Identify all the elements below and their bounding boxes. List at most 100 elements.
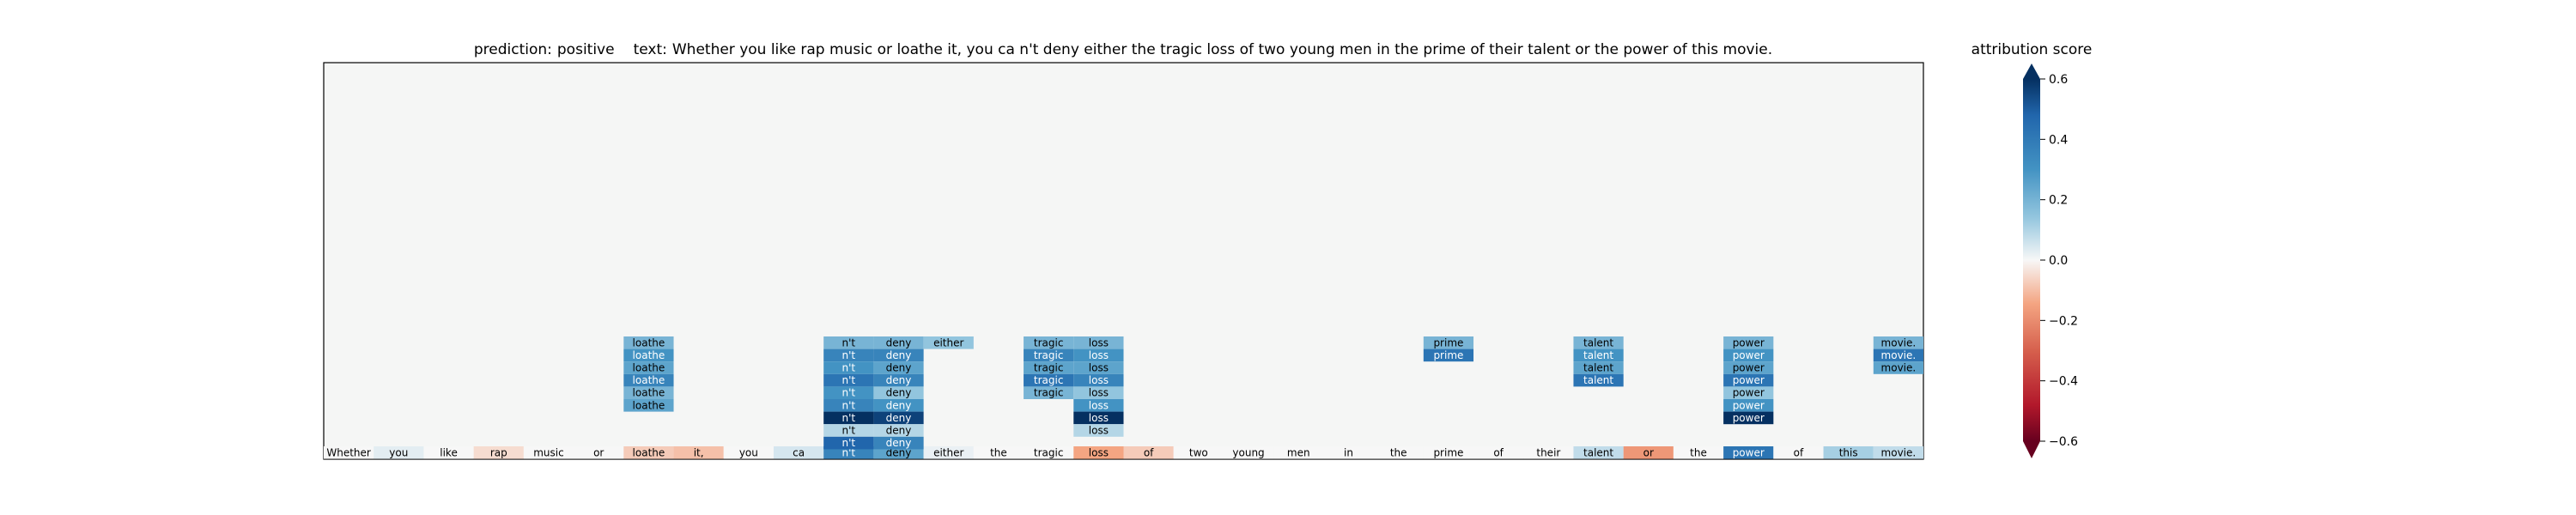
token-cell-label: of [1144, 446, 1154, 458]
token-cell: men [1273, 446, 1324, 459]
layer-cell-label: tragic [1034, 362, 1064, 374]
layer-cell-rect [1873, 361, 1923, 374]
token-cell: Whether [324, 446, 374, 459]
layer-cell: tragic [1024, 336, 1074, 349]
layer-cell-label: talent [1583, 349, 1613, 361]
layer-cell-label: tragic [1034, 374, 1064, 386]
layer-cell: talent [1573, 373, 1624, 387]
layer-cell-label: loathe [633, 362, 665, 374]
token-cell: power [1723, 446, 1774, 459]
layer-cell-rect [1073, 386, 1124, 399]
token-cell-label: loss [1089, 446, 1109, 458]
layer-cell-rect [823, 424, 874, 437]
layer-cell: movie. [1873, 336, 1923, 349]
layer-cell-label: prime [1433, 349, 1463, 361]
token-cell-rect [1573, 446, 1624, 459]
token-cell-label: of [1794, 446, 1804, 458]
layer-cell: talent [1573, 361, 1624, 374]
layer-cell-rect [623, 399, 674, 412]
token-cell-label: it, [694, 446, 704, 458]
layer-cell: deny [873, 436, 924, 450]
layer-cell-label: loss [1089, 399, 1109, 411]
heatmap-cells: Whether you like rap music or loathe it, you ca n'… [324, 336, 1923, 459]
prediction-label: prediction: [474, 41, 552, 58]
token-cell-label: you [389, 446, 408, 458]
layer-cell: loathe [623, 348, 674, 362]
text-label: text: [634, 41, 667, 58]
layer-cell-rect [823, 386, 874, 399]
layer-cell-rect [823, 436, 874, 450]
token-cell-label: or [1643, 446, 1654, 458]
layer-cell-rect [1024, 386, 1074, 399]
token-cell: either [923, 446, 974, 459]
layer-cell-label: loathe [633, 399, 665, 411]
layer-cell-label: deny [886, 336, 912, 348]
token-cell-rect [923, 446, 974, 459]
layer-cell-label: tragic [1034, 387, 1064, 399]
token-cell: the [1673, 446, 1724, 459]
layer-cell: loss [1073, 424, 1124, 437]
token-cell-rect [523, 446, 574, 459]
token-cell: in [1323, 446, 1374, 459]
layer-cell-label: deny [886, 425, 912, 437]
layer-cell-rect [1024, 361, 1074, 374]
layer-cell-rect [823, 361, 874, 374]
token-cell: the [1373, 446, 1424, 459]
token-cell: music [523, 446, 574, 459]
token-cell-label: power [1733, 446, 1765, 458]
layer-cell-label: tragic [1034, 336, 1064, 348]
layer-cell-rect [1073, 411, 1124, 425]
token-cell-label: in [1344, 446, 1353, 458]
token-cell-label: you [739, 446, 758, 458]
colorbar-ticks: 0.6 0.4 0.2 0.0 −0.2 −0.4 −0.6 [2040, 73, 2078, 449]
token-cell: you [723, 446, 774, 459]
layer-cell-rect [1423, 336, 1474, 349]
token-cell-rect [623, 446, 674, 459]
layer-cell-label: loss [1089, 362, 1109, 374]
layer-cell-rect [1024, 336, 1074, 349]
layer-cell-label: n't [841, 336, 855, 348]
token-cell-label: deny [886, 446, 912, 458]
token-cell: loathe [623, 446, 674, 459]
colorbar-tick-label: 0.0 [2049, 254, 2068, 268]
layer-cell-rect [1573, 336, 1624, 349]
layer-cell: deny [873, 373, 924, 387]
token-cell: deny [873, 446, 924, 459]
layer-cell-rect [823, 336, 874, 349]
colorbar-gradient [2023, 79, 2040, 441]
layer-cell-rect [623, 386, 674, 399]
layer-cell: loss [1073, 411, 1124, 425]
token-cell-rect [1623, 446, 1674, 459]
token-cell-rect [823, 446, 874, 459]
layer-cell-label: deny [886, 349, 912, 361]
colorbar-top-extend [2023, 64, 2040, 79]
layer-cell: tragic [1024, 386, 1074, 399]
token-cell-label: rap [490, 446, 507, 458]
layer-cell-rect [623, 336, 674, 349]
token-cell-rect [1173, 446, 1224, 459]
token-cell-rect [723, 446, 774, 459]
layer-cell-label: loss [1089, 374, 1109, 386]
layer-cell-rect [1024, 348, 1074, 362]
layer-cell: deny [873, 411, 924, 425]
layer-cell-rect [1723, 411, 1774, 425]
layer-cell-label: deny [886, 387, 912, 399]
layer-cell: power [1723, 361, 1774, 374]
layer-cell-label: deny [886, 412, 912, 424]
layer-cell: deny [873, 361, 924, 374]
token-cell: of [1123, 446, 1174, 459]
layer-cell: deny [873, 386, 924, 399]
layer-cell-rect [1873, 348, 1923, 362]
token-cell: n't [823, 446, 874, 459]
colorbar-tick-label: −0.2 [2049, 314, 2078, 328]
layer-cell-rect [823, 399, 874, 412]
layer-cell-rect [1024, 373, 1074, 387]
colorbar-label: attribution score [1971, 41, 2093, 58]
layer-cell: loathe [623, 373, 674, 387]
token-cell-label: Whether [326, 446, 371, 458]
token-cell-rect [673, 446, 724, 459]
layer-cell-rect [623, 373, 674, 387]
token-cell-rect [1373, 446, 1424, 459]
layer-cell-label: n't [841, 425, 855, 437]
